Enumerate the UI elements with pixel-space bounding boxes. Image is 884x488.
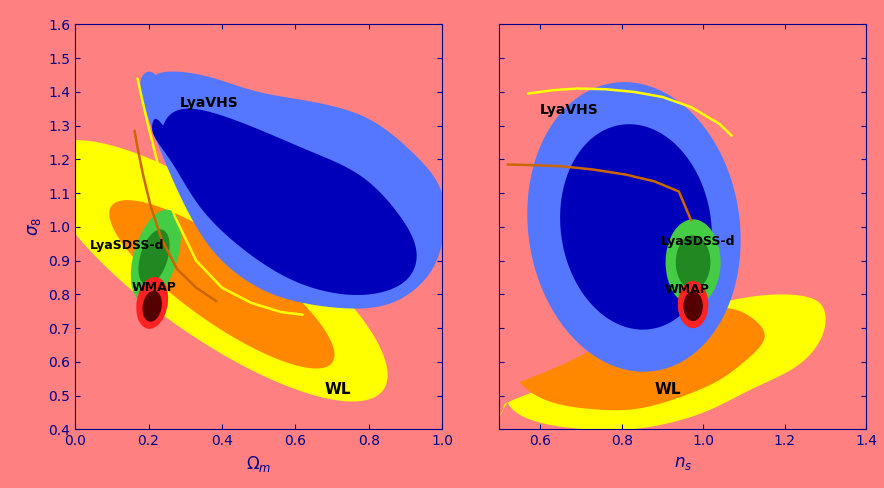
Y-axis label: $\sigma_8$: $\sigma_8$ xyxy=(25,218,42,236)
Text: LyaVHS: LyaVHS xyxy=(179,96,239,110)
Text: LyaSDSS-d: LyaSDSS-d xyxy=(90,239,164,252)
Ellipse shape xyxy=(139,229,170,285)
X-axis label: $\Omega_m$: $\Omega_m$ xyxy=(246,454,271,474)
Ellipse shape xyxy=(136,277,168,329)
Ellipse shape xyxy=(678,281,708,328)
Text: WMAP: WMAP xyxy=(132,281,177,294)
Polygon shape xyxy=(42,140,387,402)
Ellipse shape xyxy=(131,210,181,302)
Ellipse shape xyxy=(666,219,720,305)
Text: WL: WL xyxy=(654,382,681,397)
Polygon shape xyxy=(152,109,416,295)
Ellipse shape xyxy=(675,235,711,289)
Polygon shape xyxy=(527,82,741,372)
Ellipse shape xyxy=(142,291,162,322)
Polygon shape xyxy=(499,294,826,430)
Polygon shape xyxy=(141,72,446,308)
Text: LyaVHS: LyaVHS xyxy=(540,103,599,117)
Polygon shape xyxy=(110,200,334,368)
Text: LyaSDSS-d: LyaSDSS-d xyxy=(660,236,735,248)
Text: WMAP: WMAP xyxy=(665,283,710,296)
X-axis label: $n_s$: $n_s$ xyxy=(674,454,692,472)
Polygon shape xyxy=(560,124,712,329)
Polygon shape xyxy=(520,308,765,410)
Text: WL: WL xyxy=(324,382,351,397)
Ellipse shape xyxy=(683,291,703,321)
